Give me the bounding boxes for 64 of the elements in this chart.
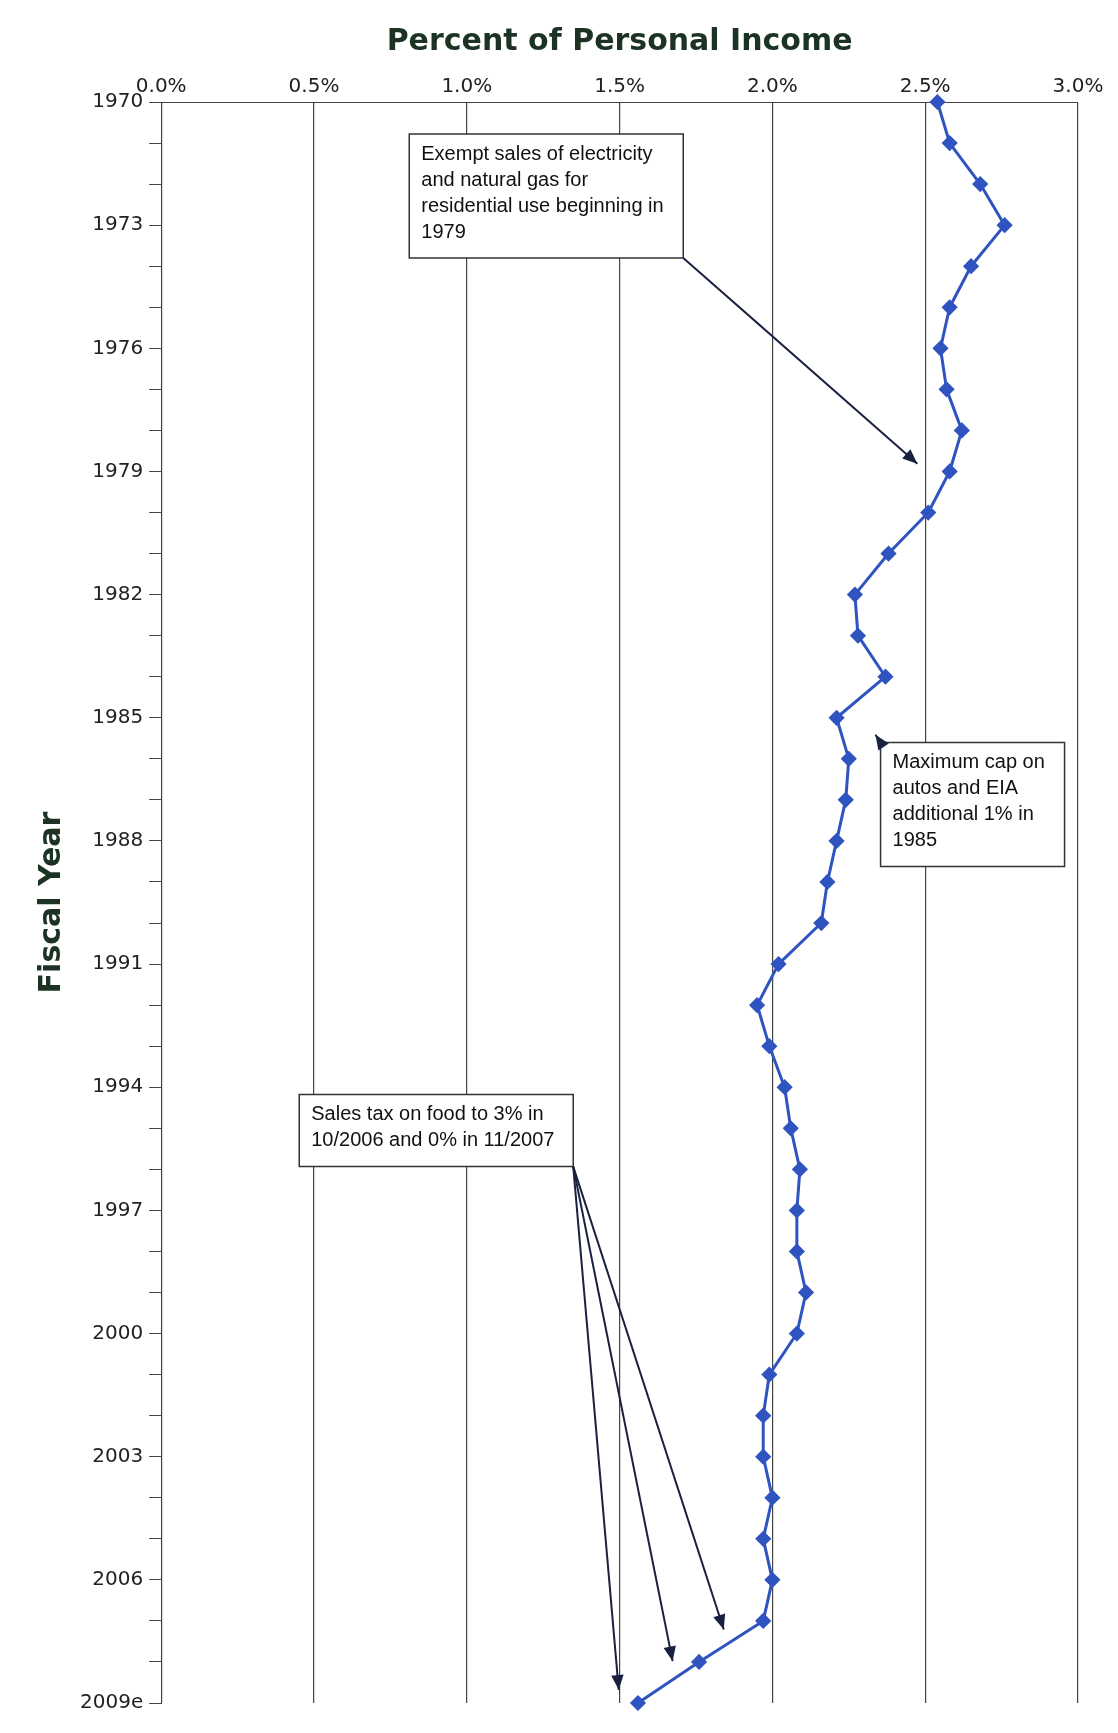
point bbox=[813, 915, 829, 931]
point bbox=[963, 258, 979, 274]
y-tick-label: 2000 bbox=[92, 1319, 144, 1344]
annotation: Sales tax on food to 3% in 10/2006 and 0% in 11/2007 bbox=[311, 1102, 555, 1151]
y-axis-title: Fiscal Year bbox=[31, 811, 67, 994]
point bbox=[789, 1326, 805, 1342]
point bbox=[755, 1449, 771, 1465]
y-tick-label: 1994 bbox=[92, 1073, 144, 1098]
point bbox=[764, 1572, 780, 1588]
point bbox=[761, 1367, 777, 1383]
y-tick-label: 1988 bbox=[92, 827, 144, 852]
point bbox=[755, 1613, 771, 1629]
x-tick-label: 2.0% bbox=[746, 73, 798, 98]
point bbox=[691, 1654, 707, 1670]
point bbox=[798, 1284, 814, 1300]
y-tick-label: 1991 bbox=[92, 950, 144, 975]
point bbox=[819, 874, 835, 890]
point bbox=[783, 1120, 799, 1136]
annotation: Maximum cap on autos and EIA additional 1% in 1985 bbox=[892, 749, 1045, 850]
point bbox=[942, 135, 958, 151]
point bbox=[761, 1038, 777, 1054]
y-tick-label: 1979 bbox=[92, 457, 144, 482]
point bbox=[972, 176, 988, 192]
y-tick-label: 2009e bbox=[80, 1689, 144, 1714]
y-tick-label: 2003 bbox=[92, 1442, 144, 1467]
x-axis-title: Percent of Personal Income bbox=[386, 21, 853, 57]
point bbox=[932, 340, 948, 356]
x-tick-label: 0.5% bbox=[288, 73, 340, 98]
point bbox=[792, 1161, 808, 1177]
x-tick-label: 3.0% bbox=[1052, 73, 1104, 98]
point bbox=[630, 1695, 646, 1711]
y-tick-label: 1982 bbox=[92, 580, 144, 605]
point bbox=[942, 463, 958, 479]
y-tick-label: 1973 bbox=[92, 211, 144, 236]
point bbox=[939, 381, 955, 397]
x-tick-label: 1.0% bbox=[441, 73, 493, 98]
point bbox=[954, 422, 970, 438]
point bbox=[829, 710, 845, 726]
point bbox=[838, 792, 854, 808]
point bbox=[829, 833, 845, 849]
point bbox=[847, 587, 863, 603]
point bbox=[789, 1243, 805, 1259]
point bbox=[755, 1408, 771, 1424]
point bbox=[877, 669, 893, 685]
y-tick-label: 1997 bbox=[92, 1196, 144, 1221]
y-tick-label: 2006 bbox=[92, 1566, 144, 1591]
y-tick-label: 1976 bbox=[92, 334, 144, 359]
point bbox=[997, 217, 1013, 233]
point bbox=[755, 1531, 771, 1547]
point bbox=[764, 1490, 780, 1506]
point bbox=[850, 628, 866, 644]
point bbox=[942, 299, 958, 315]
annotation: Exempt sales of electricity and natural gas for residential use beginning in 1979 bbox=[421, 141, 664, 242]
point bbox=[920, 505, 936, 521]
point bbox=[929, 94, 945, 110]
point bbox=[789, 1202, 805, 1218]
point bbox=[771, 956, 787, 972]
point bbox=[841, 751, 857, 767]
point bbox=[749, 997, 765, 1013]
point bbox=[777, 1079, 793, 1095]
point bbox=[881, 546, 897, 562]
x-tick-label: 2.5% bbox=[899, 73, 951, 98]
y-tick-label: 1985 bbox=[92, 703, 144, 728]
x-tick-label: 1.5% bbox=[594, 73, 646, 98]
